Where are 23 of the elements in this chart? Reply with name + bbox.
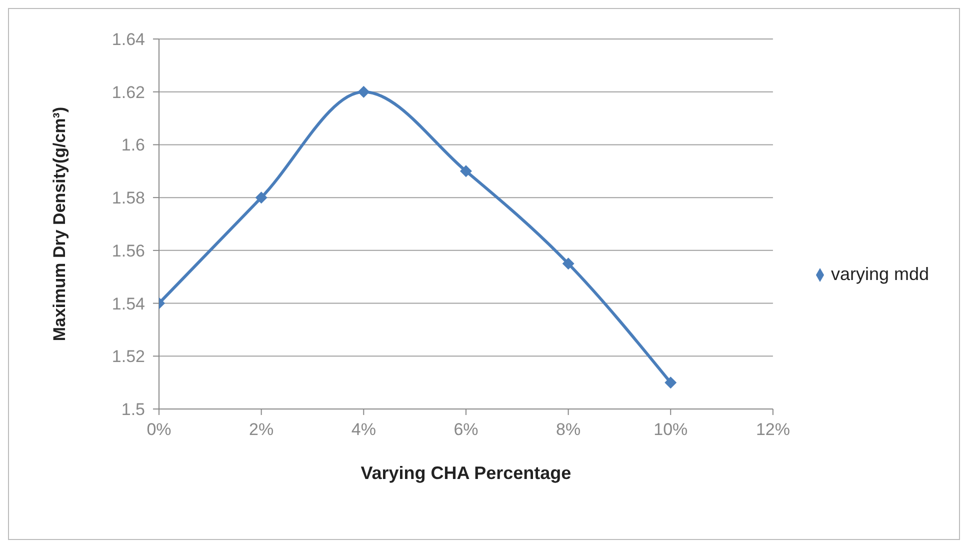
x-tick-label: 0% — [146, 420, 172, 440]
y-tick-label: 1.56 — [112, 241, 145, 260]
x-tick-label: 6% — [454, 420, 478, 440]
x-tick-label: 4% — [351, 420, 376, 440]
y-tick-label: 1.54 — [112, 294, 145, 314]
y-tick-label: 1.6 — [121, 136, 145, 155]
x-axis-title: Varying CHA Percentage — [360, 463, 572, 483]
y-tick-label: 1.62 — [112, 82, 145, 102]
y-axis-title: Maximum Dry Density(g/cm³) — [50, 106, 70, 342]
y-tick-label: 1.58 — [112, 188, 145, 208]
x-tick-label: 2% — [249, 420, 274, 440]
y-tick-label: 1.5 — [121, 400, 145, 420]
point — [664, 376, 677, 389]
y-tick-label: 1.64 — [112, 30, 145, 50]
point — [460, 165, 472, 178]
y-tick-label: 1.52 — [112, 347, 145, 366]
point — [358, 86, 370, 98]
x-tick-label: 8% — [556, 420, 581, 440]
point — [255, 192, 268, 204]
x-tick-label: 10% — [654, 420, 688, 440]
x-tick-label: 12% — [756, 420, 790, 440]
legend-label: varying mdd — [830, 264, 929, 284]
point — [562, 258, 574, 270]
